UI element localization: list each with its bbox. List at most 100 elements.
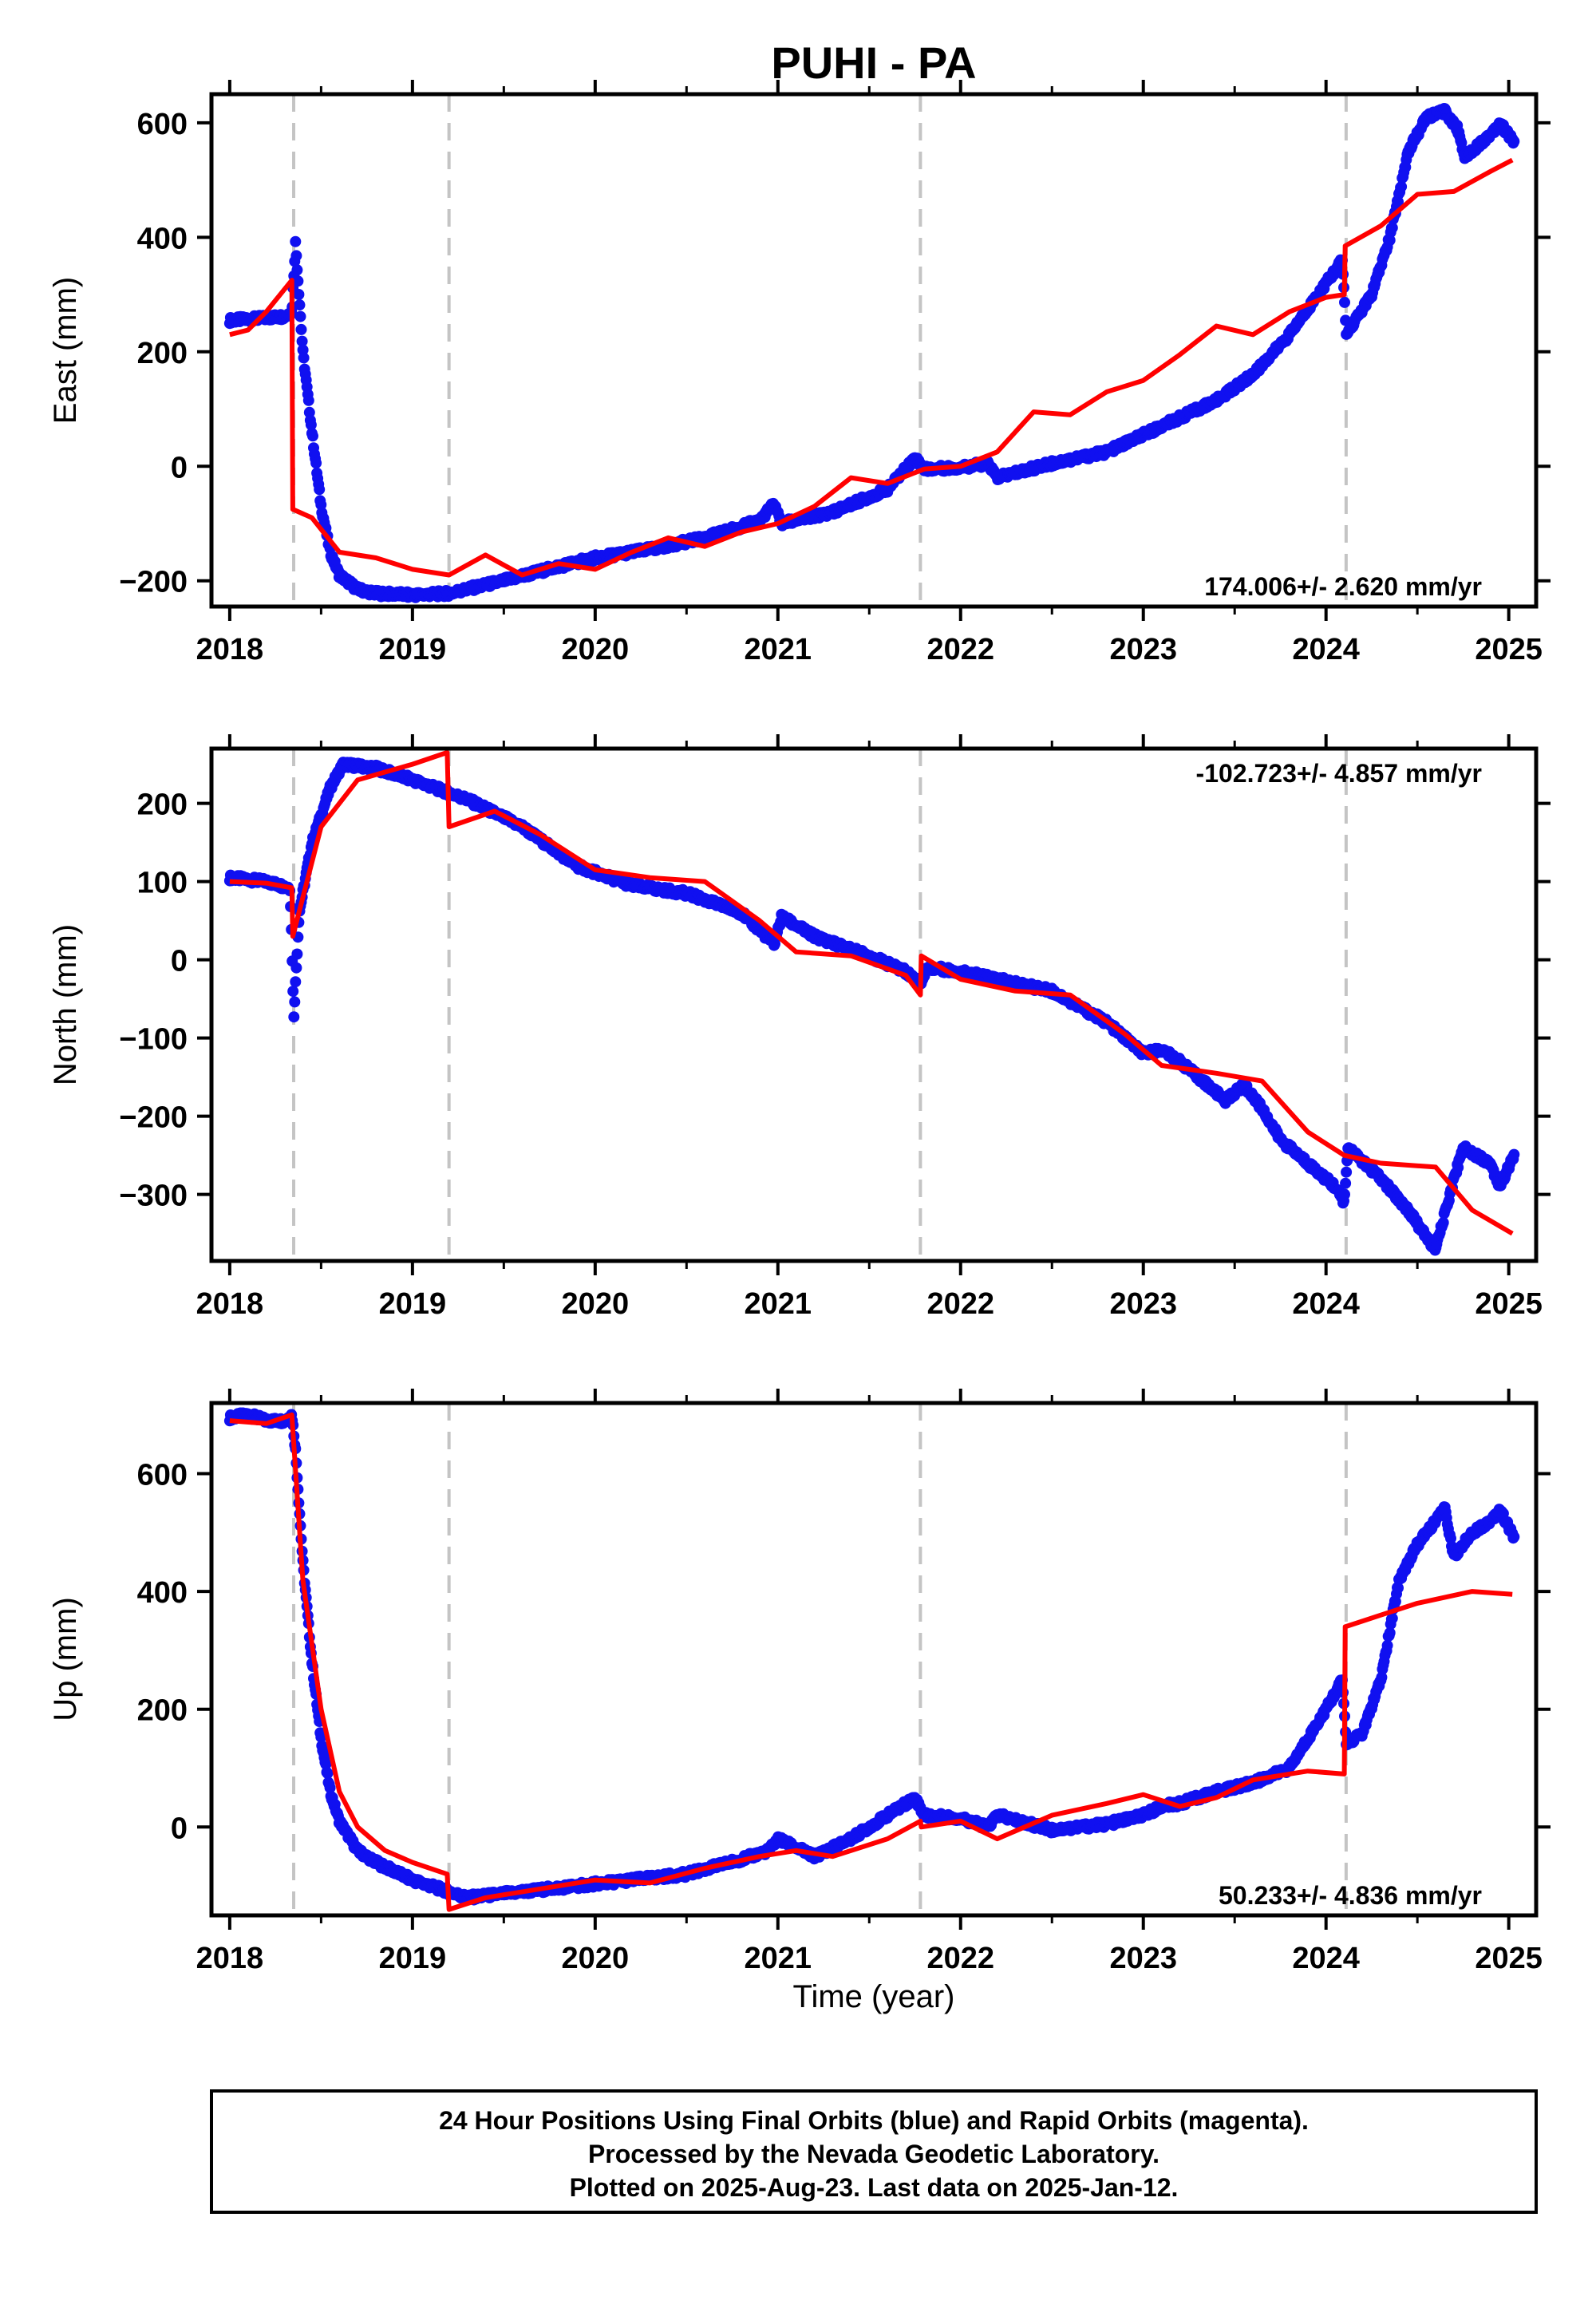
north-observed-point: [1339, 1188, 1350, 1200]
up-y-tick-label: 400: [137, 1576, 188, 1610]
up-y-tick-label: 600: [137, 1459, 188, 1492]
up-rate-label: 50.233+/- 4.836 mm/yr: [1219, 1881, 1482, 1910]
north-observed-point: [290, 976, 302, 988]
east-y-tick-label: 200: [137, 337, 188, 370]
east-y-tick-label: 0: [171, 451, 188, 484]
north-y-tick-label: 0: [171, 945, 188, 978]
up-observed-series: [223, 1407, 1520, 1906]
north-observed-point: [288, 1011, 300, 1023]
east-y-tick-label: 400: [137, 222, 188, 255]
up-observed-point: [1393, 1582, 1404, 1594]
east-x-tick-label: 2022: [926, 633, 994, 666]
up-observed-point: [1381, 1639, 1393, 1651]
north-observed-point: [1341, 1166, 1353, 1178]
up-observed-point: [315, 1731, 327, 1743]
north-observed-point: [289, 996, 301, 1008]
east-observed-point: [290, 235, 302, 247]
up-plot-frame: [209, 1401, 1539, 1918]
east-x-tick-label: 2025: [1475, 633, 1543, 666]
east-observed-point: [290, 250, 302, 262]
east-observed-point: [293, 289, 305, 300]
east-observed-point: [298, 352, 310, 364]
north-observed-point: [290, 962, 302, 974]
north-x-tick-label: 2020: [562, 1287, 630, 1321]
east-x-tick-label: 2020: [562, 633, 630, 666]
up-x-tick-label: 2018: [196, 1942, 264, 1975]
north-x-tick-label: 2024: [1292, 1287, 1360, 1321]
north-observed-point: [291, 948, 303, 960]
east-x-tick-label: 2023: [1109, 633, 1177, 666]
east-y-tick-label: 600: [137, 108, 188, 141]
footer-box: 24 Hour Positions Using Final Orbits (bl…: [210, 2089, 1538, 2214]
east-observed-point: [1396, 180, 1408, 192]
north-observed-point: [287, 986, 299, 998]
footer-line-3: Plotted on 2025-Aug-23. Last data on 202…: [570, 2173, 1179, 2202]
up-x-tick-label: 2021: [745, 1942, 812, 1975]
north-y-axis-label: North (mm): [48, 924, 83, 1085]
up-observed-point: [1376, 1671, 1388, 1683]
north-x-tick-label: 2023: [1109, 1287, 1177, 1321]
north-x-tick-label: 2022: [926, 1287, 994, 1321]
east-observed-point: [292, 275, 304, 287]
north-panel: 2018 2019 2020 2021 2022 2023 2024 2025−300−200…: [48, 734, 1551, 1321]
north-x-tick-label: 2021: [745, 1287, 812, 1321]
north-observed-series: [223, 757, 1520, 1256]
east-x-tick-label: 2021: [745, 633, 812, 666]
up-x-tick-label: 2019: [379, 1942, 447, 1975]
east-observed-point: [295, 323, 307, 335]
east-observed-point: [307, 430, 318, 442]
up-y-tick-label: 200: [137, 1694, 188, 1728]
north-y-tick-label: −200: [119, 1101, 188, 1135]
east-x-tick-label: 2019: [379, 633, 447, 666]
east-observed-series: [223, 103, 1520, 603]
north-y-tick-label: −300: [119, 1180, 188, 1213]
footer-line-1: 24 Hour Positions Using Final Orbits (bl…: [439, 2106, 1309, 2135]
east-rate-label: 174.006+/- 2.620 mm/yr: [1204, 572, 1482, 601]
up-observed-point: [1384, 1627, 1396, 1638]
north-model-line: [229, 749, 1514, 1236]
north-plot-frame: [209, 746, 1539, 1263]
east-observed-point: [296, 335, 308, 347]
east-model-line: [229, 157, 1514, 578]
up-y-tick-label: 0: [171, 1812, 188, 1845]
up-x-tick-label: 2025: [1475, 1942, 1543, 1975]
east-observed-point: [305, 419, 317, 431]
east-x-tick-label: 2024: [1292, 633, 1360, 666]
up-y-axis-label: Up (mm): [48, 1597, 83, 1721]
north-observed-point: [1340, 1177, 1352, 1189]
x-axis-label: Time (year): [793, 1979, 955, 2014]
east-panel: 2018 2019 2020 2021 2022 2023 2024 2025 −200 0 200…: [48, 80, 1551, 666]
north-rate-label: -102.723+/- 4.857 mm/yr: [1196, 759, 1482, 788]
up-observed-point: [324, 1782, 336, 1794]
chart-title: PUHI - PA: [771, 38, 976, 88]
east-observed-point: [1339, 296, 1350, 308]
north-x-tick-label: 2019: [379, 1287, 447, 1321]
east-observed-point: [302, 394, 314, 406]
north-x-tick-label: 2025: [1475, 1287, 1543, 1321]
east-y-axis-label: East (mm): [48, 277, 83, 424]
north-observed-point: [1508, 1148, 1520, 1160]
east-observed-point: [294, 310, 306, 322]
up-observed-point: [1386, 1612, 1398, 1624]
east-observed-point: [310, 457, 322, 469]
up-x-tick-label: 2023: [1109, 1942, 1177, 1975]
east-observed-point: [291, 264, 303, 276]
east-observed-point: [294, 299, 306, 311]
north-y-tick-label: −100: [119, 1023, 188, 1057]
east-plot-frame: [209, 92, 1539, 609]
north-observed-point: [1437, 1217, 1449, 1228]
up-x-tick-label: 2020: [562, 1942, 630, 1975]
up-x-tick-label: 2024: [1292, 1942, 1360, 1975]
up-model-line: [229, 1412, 1513, 1912]
up-observed-point: [1508, 1531, 1520, 1543]
east-observed-point: [1386, 222, 1398, 234]
east-y-tick-label: −200: [119, 566, 188, 599]
up-panel: 2018 2019 2020 2021 2022 2023 2024 202502004006…: [48, 1389, 1551, 1975]
east-x-tick-label: 2018: [196, 633, 264, 666]
up-observed-point: [322, 1768, 334, 1779]
east-observed-point: [315, 499, 327, 511]
north-y-tick-label: 200: [137, 788, 188, 822]
footer-line-2: Processed by the Nevada Geodetic Laborat…: [588, 2140, 1159, 2168]
east-observed-point: [314, 484, 326, 496]
